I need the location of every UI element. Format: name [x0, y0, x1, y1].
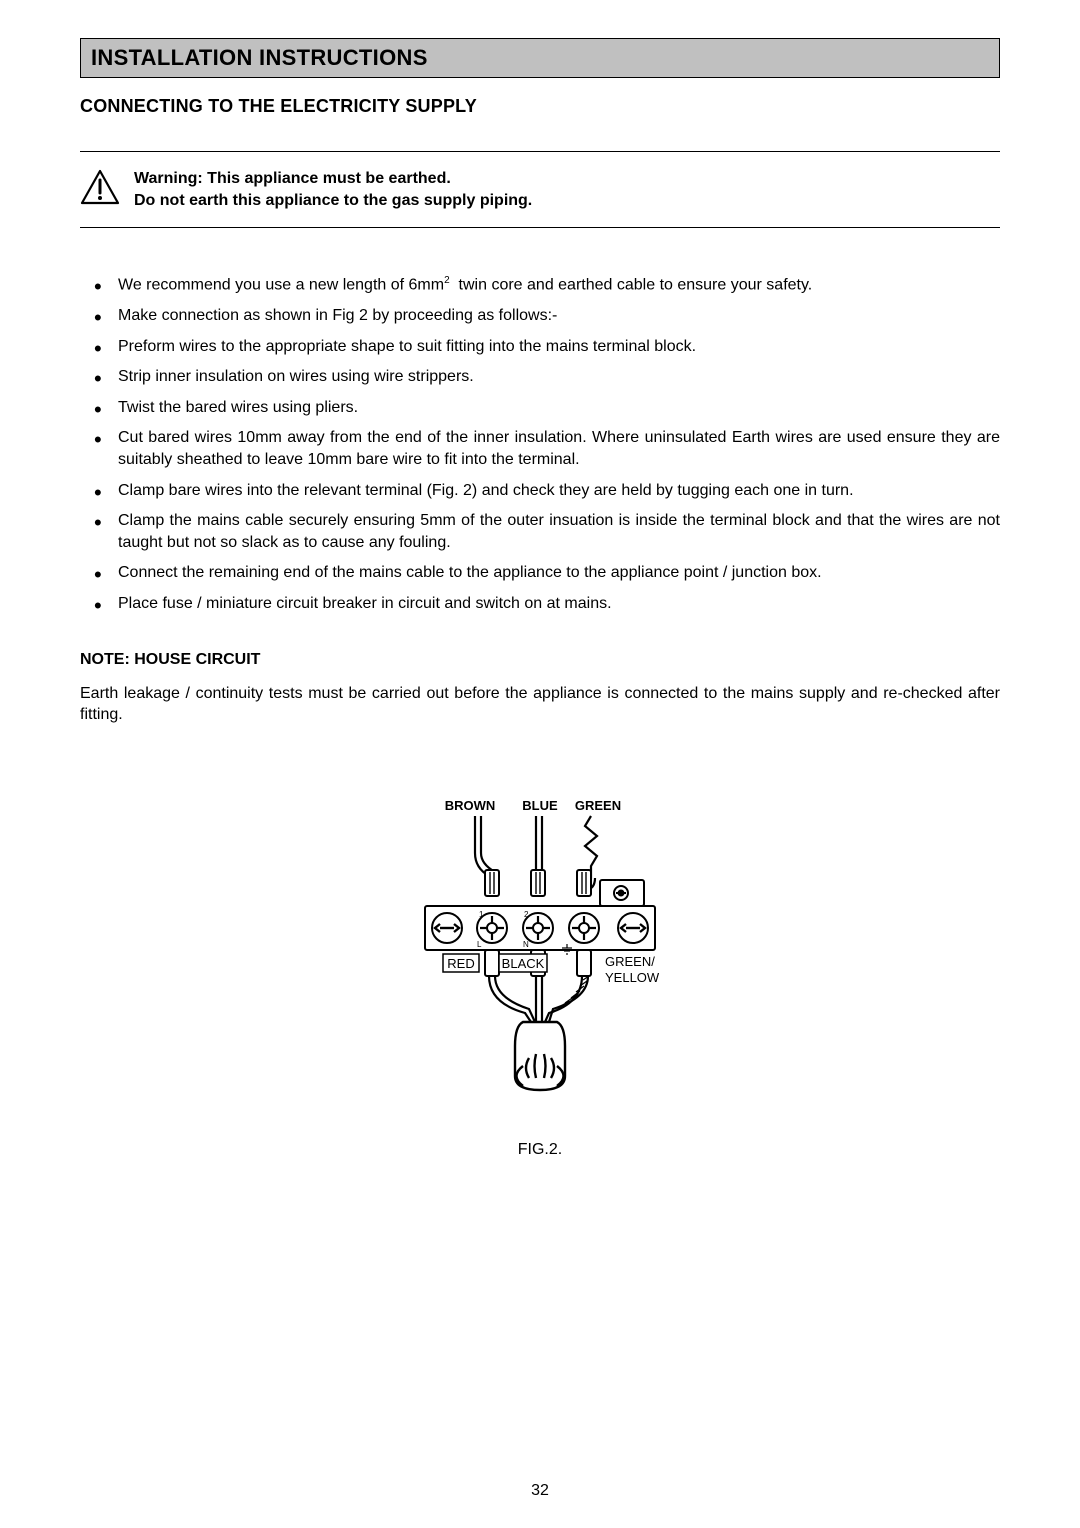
list-item: Preform wires to the appropriate shape t…	[94, 336, 1000, 358]
label-blue: BLUE	[522, 798, 558, 813]
section-header-bar: INSTALLATION INSTRUCTIONS	[80, 38, 1000, 78]
warning-line-2: Do not earth this appliance to the gas s…	[134, 190, 532, 212]
label-brown: BROWN	[445, 798, 496, 813]
instruction-list: We recommend you use a new length of 6mm…	[80, 274, 1000, 614]
note-body: Earth leakage / continuity tests must be…	[80, 683, 1000, 726]
list-item: We recommend you use a new length of 6mm…	[94, 274, 1000, 296]
label-red: RED	[447, 956, 474, 971]
label-two: 2	[524, 910, 529, 919]
list-item: Place fuse / miniature circuit breaker i…	[94, 593, 1000, 615]
page-number: 32	[0, 1482, 1080, 1500]
figure-container: BROWN BLUE GREEN	[80, 798, 1000, 1159]
list-item: Strip inner insulation on wires using wi…	[94, 366, 1000, 388]
figure-caption: FIG.2.	[80, 1141, 1000, 1159]
wiring-diagram-icon: BROWN BLUE GREEN	[395, 798, 685, 1108]
list-item: Make connection as shown in Fig 2 by pro…	[94, 305, 1000, 327]
label-yellow: YELLOW	[605, 970, 660, 985]
note-heading: NOTE: HOUSE CIRCUIT	[80, 651, 1000, 669]
page: INSTALLATION INSTRUCTIONS CONNECTING TO …	[0, 0, 1080, 1528]
label-n: N	[523, 940, 529, 949]
warning-line-1: Warning: This appliance must be earthed.	[134, 168, 532, 190]
label-one: 1	[479, 910, 484, 919]
label-black: BLACK	[502, 956, 545, 971]
list-item: Clamp bare wires into the relevant termi…	[94, 480, 1000, 502]
subsection-title: CONNECTING TO THE ELECTRICITY SUPPLY	[80, 96, 1000, 117]
label-l: L	[477, 940, 482, 949]
warning-triangle-icon	[80, 169, 120, 210]
warning-block: Warning: This appliance must be earthed.…	[80, 151, 1000, 228]
list-item: Connect the remaining end of the mains c…	[94, 562, 1000, 584]
label-green2: GREEN/	[605, 954, 655, 969]
warning-text: Warning: This appliance must be earthed.…	[134, 168, 532, 211]
section-title: INSTALLATION INSTRUCTIONS	[91, 45, 989, 71]
label-green: GREEN	[575, 798, 621, 813]
list-item: Clamp the mains cable securely ensuring …	[94, 510, 1000, 553]
list-item: Cut bared wires 10mm away from the end o…	[94, 427, 1000, 470]
list-item: Twist the bared wires using pliers.	[94, 397, 1000, 419]
